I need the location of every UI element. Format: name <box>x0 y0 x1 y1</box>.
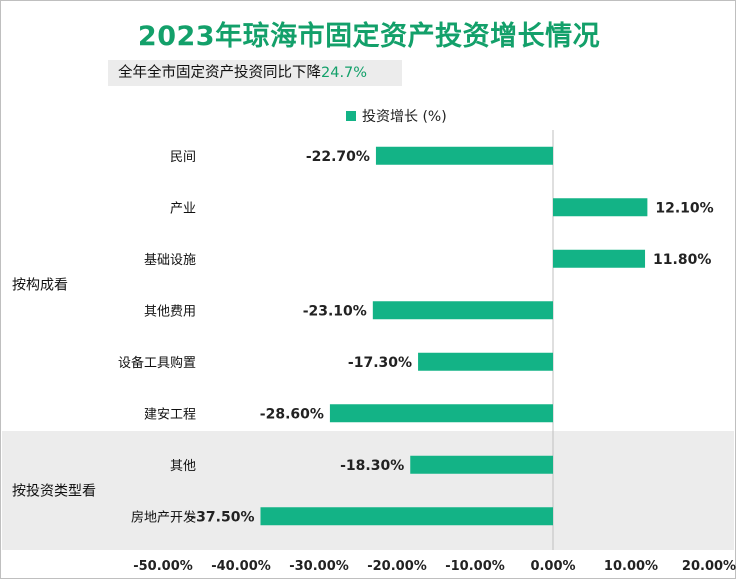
bar-5 <box>418 352 553 371</box>
category-label: 设备工具购置 <box>118 355 196 371</box>
chart-title: 2023年琼海市固定资产投资增长情况 <box>137 21 601 52</box>
x-tick-label: 20.00% <box>682 559 736 574</box>
bar-6 <box>329 404 553 423</box>
data-label: -23.10% <box>303 303 367 319</box>
category-label: 民间 <box>170 150 196 165</box>
x-tick-label: 0.00% <box>530 559 575 574</box>
bar-8 <box>260 507 553 526</box>
legend-swatch <box>346 111 356 121</box>
subtitle-highlight: 24.7% <box>321 65 368 81</box>
subtitle-text: 全年全市固定资产投资同比下降 <box>118 65 321 81</box>
data-label: 12.10% <box>655 200 713 216</box>
bar-7 <box>410 455 553 474</box>
legend-label: 投资增长 (%) <box>362 109 447 125</box>
category-label: 基础设施 <box>144 253 196 268</box>
category-label: 建安工程 <box>144 407 196 422</box>
category-label: 其他 <box>170 459 196 474</box>
data-label: -37.50% <box>190 509 254 525</box>
x-tick-label: -30.00% <box>289 559 349 574</box>
bar-2 <box>553 198 648 217</box>
bar-3 <box>553 249 646 268</box>
data-label: -28.60% <box>260 406 324 422</box>
group-label-investment-type: 按投资类型看 <box>12 484 96 500</box>
bar-4 <box>372 301 553 320</box>
data-label: 11.80% <box>653 252 711 268</box>
group-label-composition: 按构成看 <box>12 278 68 294</box>
data-label: -17.30% <box>348 355 412 371</box>
group-band-investment-type <box>2 431 734 550</box>
category-label: 房地产开发 <box>131 509 196 525</box>
x-tick-label: -50.00% <box>133 559 193 574</box>
x-tick-label: -20.00% <box>367 559 427 574</box>
category-label: 产业 <box>170 201 196 216</box>
x-tick-label: -10.00% <box>445 559 505 574</box>
data-label: -22.70% <box>306 149 370 165</box>
legend: 投资增长 (%) <box>346 106 447 126</box>
subtitle-box: 全年全市固定资产投资同比下降24.7% <box>108 60 402 86</box>
bar-1 <box>375 146 553 165</box>
data-label: -18.30% <box>340 458 404 474</box>
category-label: 其他费用 <box>144 304 196 319</box>
x-tick-label: 10.00% <box>604 559 658 574</box>
x-tick-label: -40.00% <box>211 559 271 574</box>
